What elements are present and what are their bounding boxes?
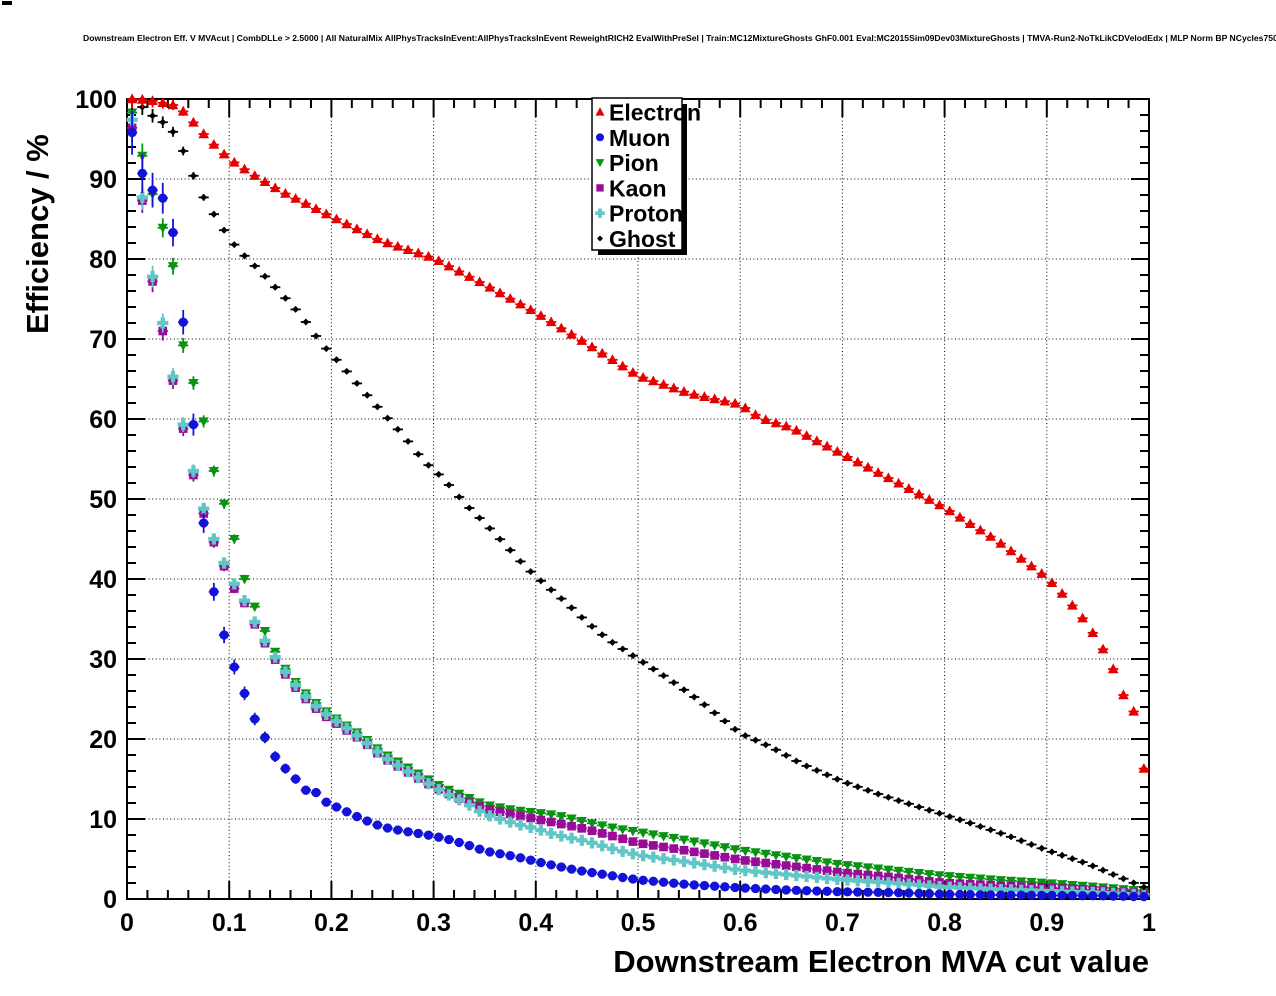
svg-text:0.7: 0.7 — [825, 909, 860, 937]
series-ghost — [127, 97, 1149, 891]
svg-text:0.4: 0.4 — [518, 909, 553, 937]
svg-text:50: 50 — [89, 486, 117, 514]
svg-text:40: 40 — [89, 566, 117, 594]
legend-label-pion: Pion — [609, 150, 659, 176]
axis-ticks — [126, 98, 1150, 900]
x-axis-title: Downstream Electron MVA cut value — [613, 944, 1149, 979]
svg-text:10: 10 — [89, 806, 117, 834]
y-axis-title: Efficiency / % — [20, 134, 55, 334]
series-muon — [127, 110, 1149, 902]
legend-box — [591, 97, 683, 251]
legend-label-muon: Muon — [609, 125, 670, 151]
svg-text:80: 80 — [89, 246, 117, 274]
legend-label-electron: Electron — [609, 100, 701, 126]
legend-item-muon: Muon — [596, 125, 670, 151]
legend-item-ghost: Ghost — [597, 226, 676, 252]
legend-item-proton: Proton — [595, 201, 683, 227]
svg-text:0.2: 0.2 — [314, 909, 349, 937]
legend-label-ghost: Ghost — [609, 226, 676, 252]
svg-text:0: 0 — [120, 909, 134, 937]
svg-text:20: 20 — [89, 726, 117, 754]
legend-label-proton: Proton — [609, 201, 683, 227]
y-tick-labels: 0 10 20 30 40 50 60 70 80 90 100 — [75, 86, 117, 914]
legend-item-kaon: Kaon — [596, 175, 667, 201]
series-pion — [126, 99, 1150, 897]
svg-text:1: 1 — [1142, 909, 1156, 937]
legend-item-electron: Electron — [595, 100, 701, 126]
svg-text:100: 100 — [75, 86, 117, 114]
corner-artifact — [2, 1, 12, 5]
svg-text:30: 30 — [89, 646, 117, 674]
plot-title: Downstream Electron Eff. V MVAcut | Comb… — [83, 33, 1276, 43]
legend-label-kaon: Kaon — [609, 175, 667, 201]
svg-text:0.8: 0.8 — [927, 909, 962, 937]
svg-text:0.3: 0.3 — [416, 909, 451, 937]
svg-text:0: 0 — [103, 886, 117, 914]
svg-text:70: 70 — [89, 326, 117, 354]
svg-text:60: 60 — [89, 406, 117, 434]
svg-text:90: 90 — [89, 166, 117, 194]
svg-text:0.6: 0.6 — [723, 909, 758, 937]
gridlines — [127, 99, 1149, 899]
svg-text:0.1: 0.1 — [212, 909, 247, 937]
svg-text:0.5: 0.5 — [621, 909, 656, 937]
legend-item-pion: Pion — [595, 150, 659, 176]
x-tick-labels: 0 0.1 0.2 0.3 0.4 0.5 0.6 0.7 0.8 0.9 1 — [120, 909, 1156, 937]
svg-text:0.9: 0.9 — [1029, 909, 1064, 937]
series-electron — [126, 93, 1150, 773]
